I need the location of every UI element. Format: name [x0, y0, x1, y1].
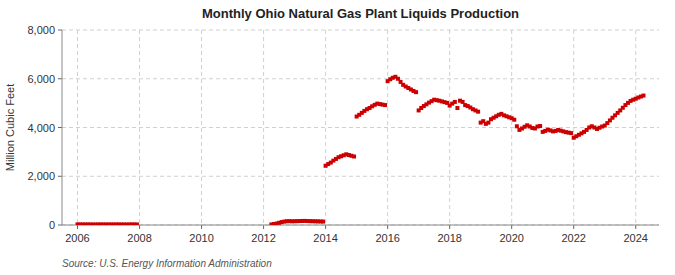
source-note: Source: U.S. Energy Information Administ… — [62, 258, 272, 269]
point — [455, 106, 459, 110]
point — [512, 118, 516, 122]
y-tick-label: 8,000 — [27, 24, 55, 36]
x-grid-line — [511, 30, 512, 225]
y-grid-line — [62, 78, 659, 79]
y-tick — [58, 225, 62, 226]
x-tick-label: 2014 — [313, 232, 337, 244]
point — [135, 222, 139, 225]
x-tick-label: 2016 — [375, 232, 399, 244]
points — [76, 75, 646, 225]
point — [453, 100, 457, 104]
y-tick — [58, 30, 62, 31]
x-tick-label: 2022 — [561, 232, 585, 244]
x-tick-label: 2024 — [623, 232, 647, 244]
point — [321, 220, 325, 224]
x-tick-label: 2010 — [189, 232, 213, 244]
x-tick — [635, 225, 636, 229]
y-tick — [58, 127, 62, 128]
x-tick-label: 2012 — [251, 232, 275, 244]
y-tick — [58, 78, 62, 79]
point — [352, 155, 356, 159]
x-grid-line — [635, 30, 636, 225]
x-grid-line — [325, 30, 326, 225]
x-tick — [77, 225, 78, 229]
axes: 0 2,000 4,000 6,000 8,000 2006 2008 2010 2012 201… — [27, 24, 659, 244]
x-tick-label: 2006 — [65, 232, 89, 244]
point — [641, 94, 645, 98]
y-axis-line — [62, 30, 63, 225]
x-tick — [263, 225, 264, 229]
x-tick — [449, 225, 450, 229]
x-grid-line — [77, 30, 78, 225]
point — [414, 90, 418, 94]
x-tick — [573, 225, 574, 229]
y-grid-line — [62, 30, 659, 31]
x-grid-line — [573, 30, 574, 225]
x-axis-line — [62, 225, 659, 226]
x-tick — [139, 225, 140, 229]
x-tick-label: 2018 — [437, 232, 461, 244]
y-grid-line — [62, 127, 659, 128]
y-tick-label: 2,000 — [27, 170, 55, 182]
point — [486, 121, 490, 125]
point — [515, 124, 519, 128]
x-tick-label: 2008 — [127, 232, 151, 244]
y-axis-label: Million Cubic Feet — [4, 84, 16, 171]
y-tick-label: 6,000 — [27, 73, 55, 85]
y-tick-label: 0 — [49, 219, 55, 231]
x-tick — [511, 225, 512, 229]
x-grid-line — [449, 30, 450, 225]
x-tick — [201, 225, 202, 229]
y-grid-line — [62, 176, 659, 177]
x-grid-line — [139, 30, 140, 225]
x-tick — [387, 225, 388, 229]
x-tick-label: 2020 — [499, 232, 523, 244]
y-tick-label: 4,000 — [27, 122, 55, 134]
point — [476, 110, 480, 114]
point — [538, 124, 542, 128]
x-grid-line — [263, 30, 264, 225]
point — [569, 131, 573, 135]
y-grid-line — [62, 225, 659, 226]
x-grid-line — [201, 30, 202, 225]
chart-container: Monthly Ohio Natural Gas Plant Liquids P… — [0, 0, 675, 275]
grid — [62, 30, 659, 225]
chart-svg: Monthly Ohio Natural Gas Plant Liquids P… — [0, 0, 675, 275]
title: Monthly Ohio Natural Gas Plant Liquids P… — [202, 6, 519, 21]
point — [383, 103, 387, 107]
x-tick — [325, 225, 326, 229]
x-grid-line — [387, 30, 388, 225]
y-tick — [58, 176, 62, 177]
